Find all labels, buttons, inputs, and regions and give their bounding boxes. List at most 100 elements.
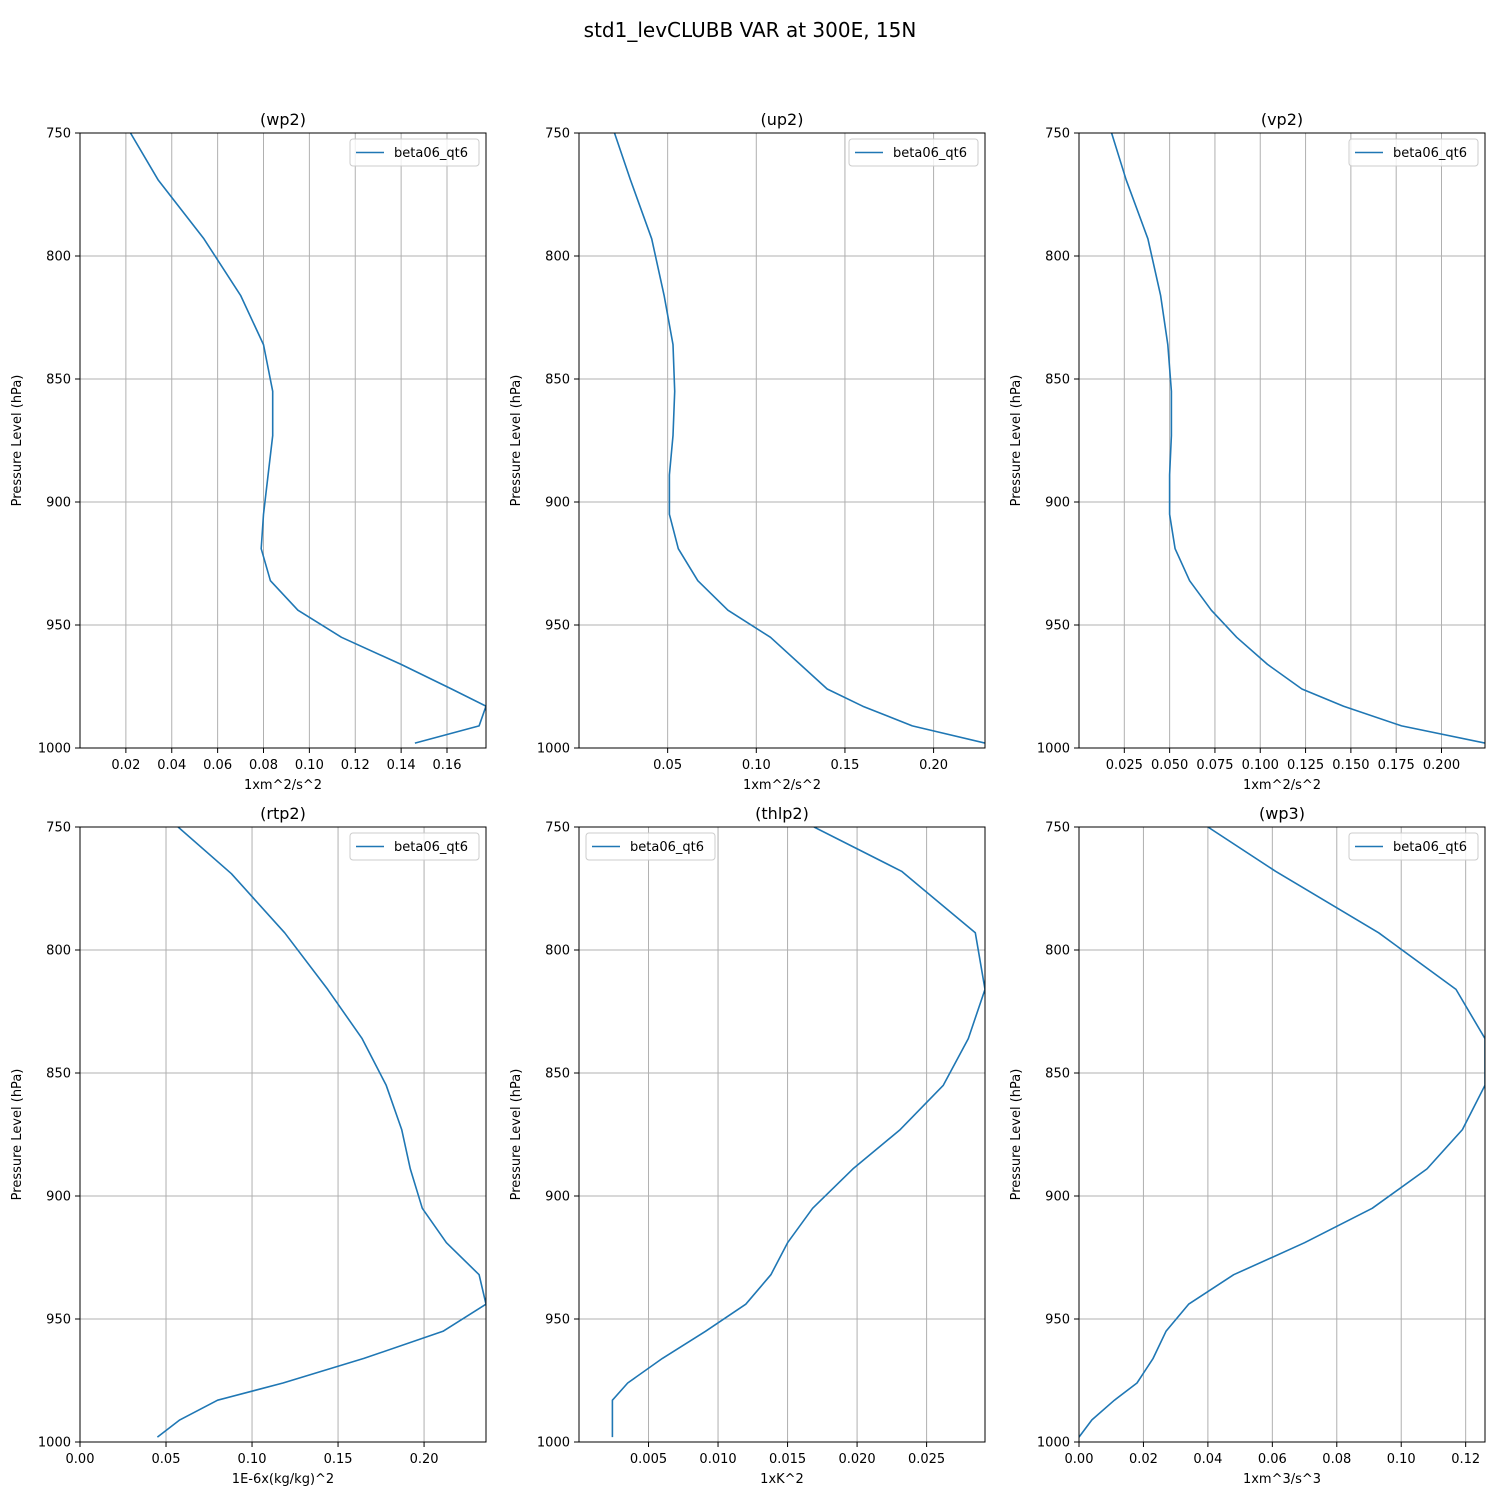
series-line-beta06_qt6	[613, 133, 985, 744]
x-tick-label: 0.05	[152, 1452, 181, 1467]
series-line-beta06_qt6	[1110, 133, 1485, 744]
series-line-beta06_qt6	[1079, 827, 1485, 1438]
y-tick-label: 900	[46, 1190, 71, 1205]
y-tick-label: 750	[46, 821, 71, 836]
y-tick-label: 800	[545, 250, 570, 265]
y-axis-label: Pressure Level (hPa)	[10, 375, 25, 507]
x-tick-label: 0.15	[830, 758, 859, 773]
x-tick-label: 0.025	[1106, 758, 1143, 773]
legend-label: beta06_qt6	[630, 840, 704, 855]
x-axis-label: 1xm^2/s^2	[1243, 778, 1321, 793]
x-tick-label: 0.12	[341, 758, 370, 773]
x-tick-label: 0.125	[1287, 758, 1324, 773]
legend-label: beta06_qt6	[893, 146, 967, 161]
x-tick-label: 0.04	[1193, 1452, 1222, 1467]
y-tick-label: 1000	[1037, 1436, 1070, 1451]
plot-frame	[79, 132, 487, 749]
y-tick-label: 800	[545, 944, 570, 959]
plot-frame	[1078, 132, 1486, 749]
legend-box	[585, 832, 716, 861]
x-tick-label: 0.100	[1242, 758, 1279, 773]
x-tick-label: 0.020	[838, 1452, 875, 1467]
y-tick-label: 950	[1045, 1313, 1070, 1328]
subplot-title: (vp2)	[1261, 110, 1303, 129]
subplot-3: 0.025 0.050 0.075 0.100 0.125 0.150 0.175 0.200…	[1009, 110, 1486, 793]
legend-box	[349, 138, 480, 167]
x-tick-label: 0.05	[653, 758, 682, 773]
x-tick-label: 0.00	[1065, 1452, 1094, 1467]
x-tick-label: 0.02	[111, 758, 140, 773]
x-tick-label: 0.20	[410, 1452, 439, 1467]
legend: beta06_qt6	[1348, 832, 1479, 861]
figure-title: std1_levCLUBB VAR at 300E, 15N	[584, 18, 917, 42]
y-tick-label: 750	[1045, 127, 1070, 142]
y-tick-label: 850	[1045, 1067, 1070, 1082]
x-axis-label: 1xm^3/s^3	[1243, 1472, 1321, 1487]
y-tick-label: 850	[545, 1067, 570, 1082]
x-tick-label: 0.08	[1322, 1452, 1351, 1467]
legend-box	[848, 138, 979, 167]
subplots-grid: 0.02 0.04 0.06 0.08 0.10 0.12 0.14 0.16 750 800 85…	[10, 110, 1486, 1487]
x-tick-label: 0.00	[66, 1452, 95, 1467]
y-tick-label: 850	[545, 373, 570, 388]
legend-box	[1348, 832, 1479, 861]
x-tick-label: 0.06	[1258, 1452, 1287, 1467]
series-line-beta06_qt6	[611, 827, 985, 1438]
y-tick-label: 950	[46, 619, 71, 634]
x-tick-label: 0.06	[203, 758, 232, 773]
y-axis-label: Pressure Level (hPa)	[10, 1069, 25, 1201]
y-tick-label: 800	[46, 944, 71, 959]
y-tick-label: 800	[1045, 250, 1070, 265]
plot-frame	[578, 132, 986, 749]
y-tick-label: 950	[545, 1313, 570, 1328]
legend: beta06_qt6	[848, 138, 979, 167]
y-tick-label: 900	[1045, 1190, 1070, 1205]
x-tick-label: 0.08	[249, 758, 278, 773]
y-tick-label: 950	[545, 619, 570, 634]
y-axis-label: Pressure Level (hPa)	[509, 1069, 524, 1201]
x-tick-label: 0.075	[1196, 758, 1233, 773]
x-tick-label: 0.010	[699, 1452, 736, 1467]
subplot-title: (wp3)	[1259, 804, 1305, 823]
x-tick-label: 0.10	[295, 758, 324, 773]
y-tick-label: 850	[46, 1067, 71, 1082]
y-tick-label: 950	[46, 1313, 71, 1328]
x-axis-label: 1xK^2	[760, 1472, 804, 1487]
y-tick-label: 800	[1045, 944, 1070, 959]
subplot-1: 0.02 0.04 0.06 0.08 0.10 0.12 0.14 0.16 750 800 85…	[10, 110, 487, 793]
legend-label: beta06_qt6	[394, 840, 468, 855]
x-tick-label: 0.16	[433, 758, 462, 773]
subplot-title: (rtp2)	[260, 804, 306, 823]
plot-frame	[578, 826, 986, 1443]
y-tick-label: 1000	[1037, 742, 1070, 757]
x-tick-label: 0.12	[1451, 1452, 1480, 1467]
y-tick-label: 750	[545, 127, 570, 142]
x-axis-label: 1xm^2/s^2	[743, 778, 821, 793]
legend-label: beta06_qt6	[1393, 840, 1467, 855]
plot-frame	[1078, 826, 1486, 1443]
x-tick-label: 0.14	[387, 758, 416, 773]
x-tick-label: 0.15	[324, 1452, 353, 1467]
x-tick-label: 0.015	[769, 1452, 806, 1467]
y-axis-label: Pressure Level (hPa)	[1009, 1069, 1024, 1201]
legend-box	[349, 832, 480, 861]
plot-frame	[79, 826, 487, 1443]
series-line-beta06_qt6	[156, 827, 486, 1438]
x-tick-label: 0.050	[1151, 758, 1188, 773]
legend: beta06_qt6	[349, 832, 480, 861]
x-tick-label: 0.150	[1332, 758, 1369, 773]
x-tick-label: 0.02	[1129, 1452, 1158, 1467]
subplot-5: 0.005 0.010 0.015 0.020 0.025 750 800 850 900 950…	[509, 804, 986, 1487]
x-tick-label: 0.10	[742, 758, 771, 773]
y-tick-label: 900	[46, 496, 71, 511]
y-tick-label: 1000	[537, 1436, 570, 1451]
y-tick-label: 850	[1045, 373, 1070, 388]
subplot-title: (up2)	[761, 110, 804, 129]
x-tick-label: 0.025	[908, 1452, 945, 1467]
x-tick-label: 0.200	[1423, 758, 1460, 773]
legend-label: beta06_qt6	[1393, 146, 1467, 161]
legend: beta06_qt6	[585, 832, 716, 861]
x-tick-label: 0.04	[157, 758, 186, 773]
subplot-2: 0.05 0.10 0.15 0.20 750 800 850 900 950 1000 (up2)…	[509, 110, 986, 793]
y-tick-label: 1000	[38, 1436, 71, 1451]
